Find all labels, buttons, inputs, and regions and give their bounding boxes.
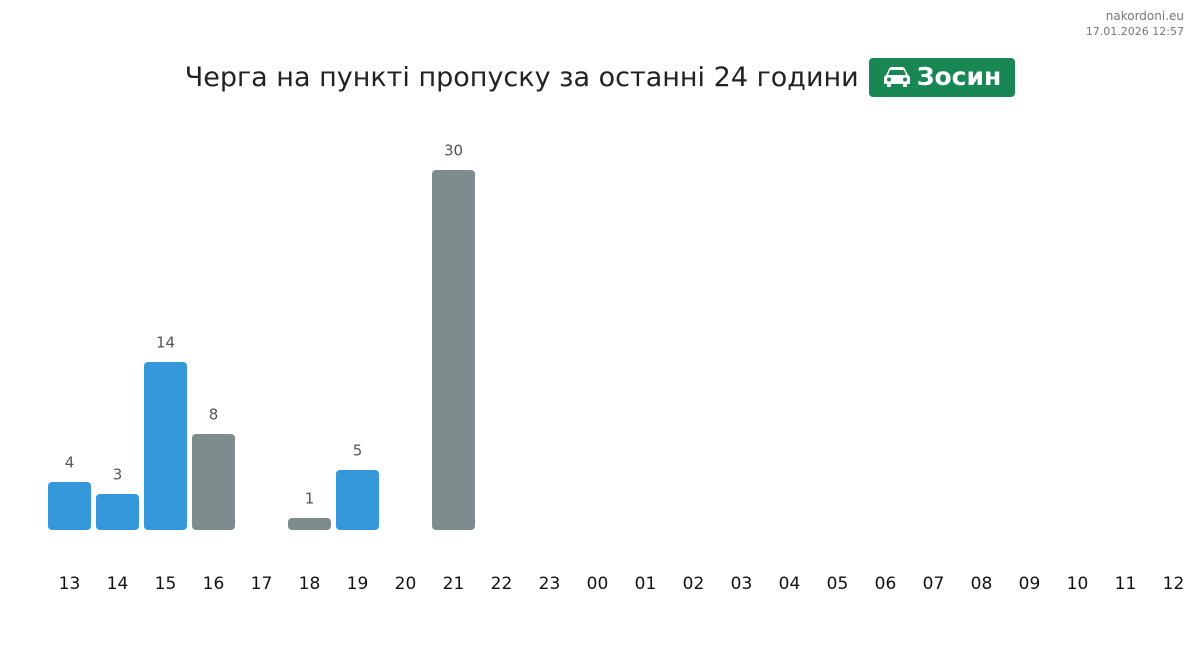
x-tick-label: 13 <box>59 574 81 594</box>
value-label: 14 <box>156 334 175 352</box>
bar <box>48 482 91 530</box>
x-tick-label: 07 <box>923 574 945 594</box>
bar <box>192 434 235 530</box>
x-tick-label: 18 <box>299 574 321 594</box>
value-label: 1 <box>305 490 315 508</box>
x-tick-label: 17 <box>251 574 273 594</box>
value-label: 4 <box>65 454 75 472</box>
value-label: 8 <box>209 406 219 424</box>
x-tick-label: 02 <box>683 574 705 594</box>
x-tick-label: 10 <box>1067 574 1089 594</box>
value-label: 30 <box>444 142 463 160</box>
x-tick-label: 20 <box>395 574 417 594</box>
x-tick-label: 23 <box>539 574 561 594</box>
badge-text: Зосин <box>916 62 1002 91</box>
x-tick-label: 16 <box>203 574 225 594</box>
value-label: 3 <box>113 466 123 484</box>
x-tick-label: 19 <box>347 574 369 594</box>
x-tick-label: 06 <box>875 574 897 594</box>
chart-title: Черга на пункті пропуску за останні 24 г… <box>184 62 859 93</box>
x-tick-label: 05 <box>827 574 849 594</box>
site: nakordoni.eu <box>1105 9 1184 23</box>
x-tick-label: 22 <box>491 574 513 594</box>
car-icon <box>883 66 910 87</box>
bar <box>144 362 187 530</box>
x-tick-label: 21 <box>443 574 465 594</box>
bar <box>288 518 331 530</box>
x-tick-label: 12 <box>1163 574 1185 594</box>
header: Черга на пункті пропуску за останні 24 г… <box>0 58 1200 97</box>
x-tick-label: 04 <box>779 574 801 594</box>
bar <box>336 470 379 530</box>
x-tick-label: 14 <box>107 574 129 594</box>
x-tick-label: 03 <box>731 574 753 594</box>
x-tick-label: 01 <box>635 574 657 594</box>
value-label: 5 <box>353 442 363 460</box>
x-tick-label: 00 <box>587 574 609 594</box>
x-tick-label: 11 <box>1115 574 1137 594</box>
badge: Зосин <box>868 58 1016 97</box>
x-tick-label: 15 <box>155 574 177 594</box>
bar <box>432 170 475 530</box>
timestamp: 17.01.2026 12:57 <box>1085 25 1184 38</box>
x-tick-label: 08 <box>971 574 993 594</box>
bar <box>96 494 139 530</box>
x-tick-label: 09 <box>1019 574 1041 594</box>
